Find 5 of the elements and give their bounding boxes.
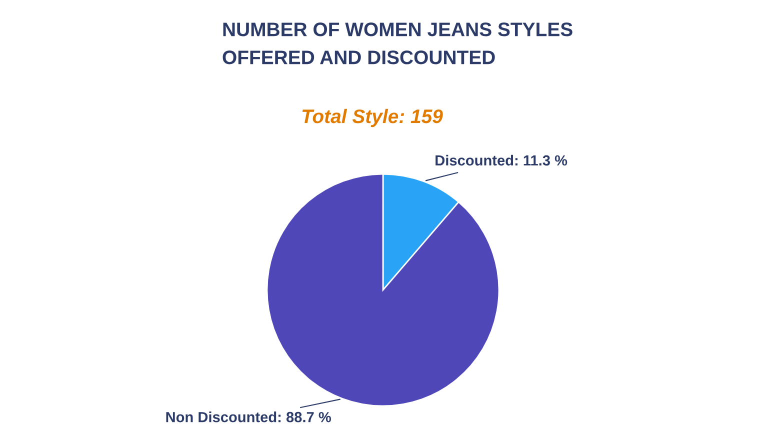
chart-subtitle: Total Style: 159 (302, 108, 443, 128)
pie-slice (266, 173, 500, 407)
slice-label: Discounted: 11.3 % (436, 154, 568, 166)
slice-label: Non Discounted: 88.7 % (166, 412, 332, 422)
chart-title: NUMBER OF WOMEN JEANS STYLES OFFERED AND DISCOUNTED (222, 22, 572, 64)
